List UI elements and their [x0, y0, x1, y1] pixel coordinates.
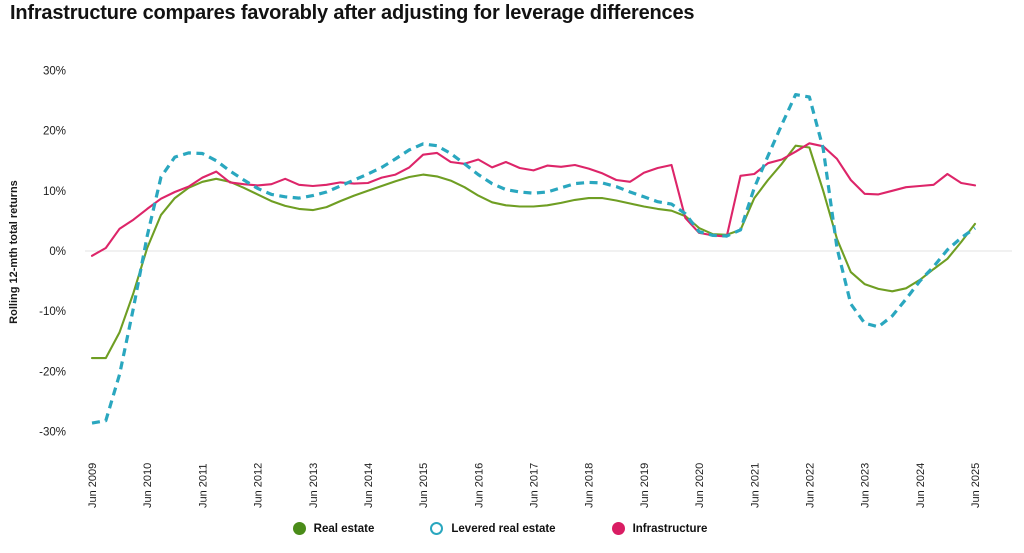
- series-line-levered-real-estate: [91, 93, 976, 425]
- x-tick-label: Jun 2025: [970, 463, 982, 508]
- infrastructure-dot-icon: [611, 522, 625, 535]
- x-tick-label: Jun 2019: [639, 463, 651, 508]
- series-line-real-estate: [90, 144, 977, 360]
- x-tick-label: Jun 2011: [197, 464, 209, 508]
- y-tick-label: 0%: [49, 246, 66, 258]
- x-tick-label: Jun 2016: [473, 463, 485, 508]
- x-tick-label: Jun 2010: [142, 463, 154, 508]
- series-line-infrastructure: [90, 142, 977, 257]
- y-tick-label: -20%: [39, 366, 66, 378]
- chart-title: Infrastructure compares favorably after …: [10, 2, 695, 24]
- x-tick-label: Jun 2023: [860, 463, 872, 508]
- legend-item-infrastructure: Infrastructure: [611, 522, 708, 535]
- legend-item-levered-real-estate: Levered real estate: [430, 522, 556, 535]
- x-tick-label: Jun 2020: [694, 463, 706, 508]
- legend-item-real-estate: Real estate: [292, 522, 375, 535]
- y-tick-label: 30%: [43, 65, 66, 77]
- y-tick-label: 20%: [43, 126, 66, 138]
- x-tick-label: Jun 2013: [308, 463, 320, 508]
- real-estate-dot-icon: [292, 522, 306, 535]
- legend-label: Real estate: [313, 522, 375, 535]
- legend-label: Infrastructure: [632, 522, 708, 535]
- x-tick-label: Jun 2015: [418, 463, 430, 508]
- x-tick-label: Jun 2018: [584, 463, 596, 508]
- x-tick-label: Jun 2022: [804, 463, 816, 508]
- legend: Real estate Levered real estate Infrastr…: [0, 522, 1000, 535]
- x-tick-label: Jun 2012: [253, 463, 265, 508]
- x-tick-label: Jun 2017: [529, 463, 541, 508]
- x-tick-label: Jun 2009: [87, 463, 99, 508]
- y-tick-label: 10%: [43, 186, 66, 198]
- y-tick-label: -10%: [39, 306, 66, 318]
- levered-real-estate-ring-icon: [430, 522, 444, 535]
- x-tick-label: Jun 2014: [363, 463, 375, 508]
- y-tick-label: -30%: [39, 427, 66, 439]
- x-tick-label: Jun 2021: [749, 463, 761, 508]
- x-tick-label: Jun 2024: [915, 463, 927, 508]
- legend-label: Levered real estate: [451, 522, 556, 535]
